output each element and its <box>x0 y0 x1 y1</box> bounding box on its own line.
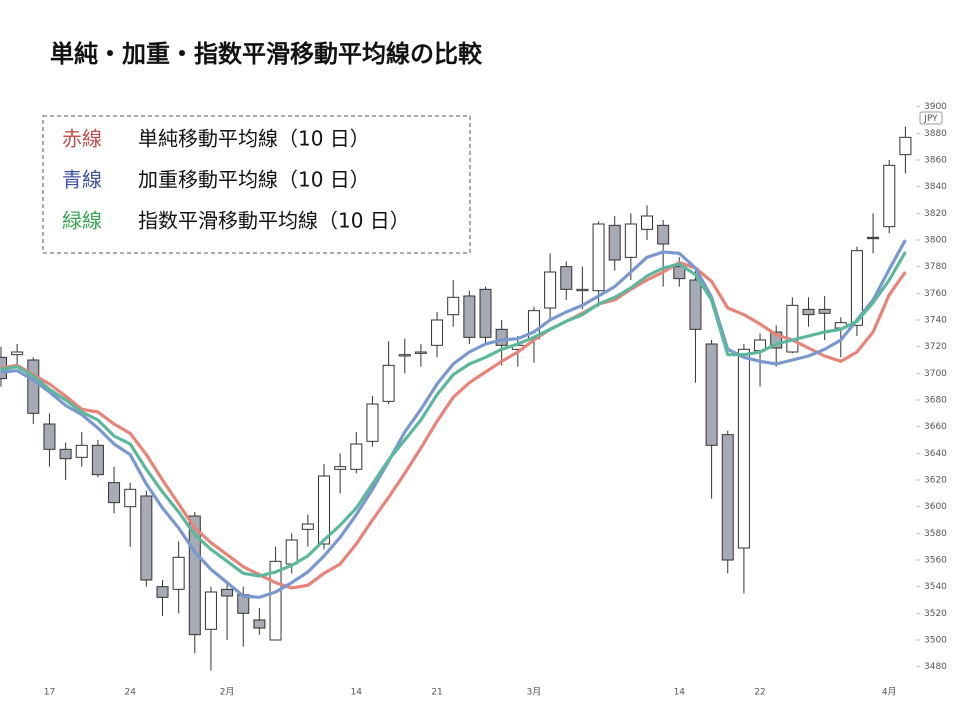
candle-body <box>140 495 153 581</box>
x-tick-label: 17 <box>44 688 55 698</box>
y-tick-label: 3520 <box>924 609 947 619</box>
candle-body <box>91 444 104 476</box>
candle-body <box>673 266 686 280</box>
currency-label: JPY <box>923 114 938 124</box>
candle-body <box>366 403 379 442</box>
candle-body <box>818 308 831 314</box>
candle-body <box>608 224 621 261</box>
y-tick-label: 3880 <box>924 129 947 139</box>
y-tick-label: 3560 <box>924 556 947 566</box>
y-tick-label: 3860 <box>924 156 947 166</box>
y-tick-label: 3800 <box>924 236 947 246</box>
candle-body <box>641 215 653 230</box>
y-tick-label: 3780 <box>924 262 947 272</box>
candle-body <box>172 556 185 590</box>
candle-body <box>269 560 282 641</box>
candle-body <box>221 588 234 597</box>
candle-body <box>43 423 56 450</box>
y-tick-label: 3660 <box>924 422 947 432</box>
y-tick-label: 3820 <box>924 209 947 219</box>
y-tick-label: 3620 <box>924 476 947 486</box>
ma-line <box>0 251 907 578</box>
y-tick-label: 3640 <box>924 449 947 459</box>
candle-body <box>188 515 201 636</box>
candle-body <box>899 136 912 156</box>
candle-body <box>479 288 492 338</box>
y-tick-label: 3580 <box>924 529 947 539</box>
y-tick-label: 3840 <box>924 182 947 192</box>
y-tick-label: 3600 <box>924 502 947 512</box>
candle-body <box>770 331 783 349</box>
candle-body <box>75 444 88 458</box>
legend-label: 赤線 <box>62 127 102 151</box>
y-tick-label: 3760 <box>924 289 947 299</box>
candle-body <box>786 304 799 353</box>
candle-body <box>721 434 734 561</box>
candle-body <box>689 279 702 330</box>
y-tick-label: 3740 <box>924 316 947 326</box>
candle-body <box>108 482 121 504</box>
candle-body <box>27 359 40 414</box>
candle-body <box>544 271 557 309</box>
candle-body <box>301 523 314 530</box>
ma-line <box>0 261 907 590</box>
candle-body <box>156 586 169 598</box>
candle-body <box>59 448 72 460</box>
ma-line <box>0 239 907 599</box>
y-tick-label: 3900 <box>924 102 947 112</box>
x-tick-label: 22 <box>754 688 765 698</box>
y-tick-label: 3680 <box>924 396 947 406</box>
candle-body <box>850 250 863 326</box>
x-tick-label: 14 <box>351 688 363 698</box>
candle-body <box>592 223 605 292</box>
currency-box <box>919 111 943 125</box>
candle-body <box>350 443 363 470</box>
x-tick-label: 24 <box>124 688 136 698</box>
candle-body <box>883 164 896 228</box>
candle-body <box>398 354 411 357</box>
candle-body <box>495 328 508 346</box>
candle-body <box>705 343 718 446</box>
x-tick-label: 4月 <box>882 687 897 698</box>
legend-name: 指数平滑移動平均線（10 日） <box>138 209 410 233</box>
legend-name: 加重移動平均線（10 日） <box>138 168 370 192</box>
x-tick-label: 3月 <box>527 687 542 698</box>
candle-body <box>737 348 750 549</box>
x-tick-label: 2月 <box>220 687 235 698</box>
candle-body <box>624 223 637 258</box>
candle-body <box>576 288 589 292</box>
candle-body <box>11 351 24 356</box>
candle-body <box>802 308 815 316</box>
candle-body <box>334 466 347 470</box>
candle-body <box>447 296 460 316</box>
legend-box <box>42 115 471 254</box>
candle-body <box>204 591 217 630</box>
candle-body <box>657 224 670 245</box>
x-tick-label: 21 <box>431 688 442 698</box>
legend: 赤線 単純移動平均線（10 日） 青線 加重移動平均線（10 日） 緑線 指数平滑移動平均… <box>62 127 410 233</box>
candle-body <box>414 351 427 354</box>
y-tick-label: 3720 <box>924 342 947 352</box>
candle-body <box>431 319 444 346</box>
legend-label: 緑線 <box>62 209 102 233</box>
legend-name: 単純移動平均線（10 日） <box>138 127 370 151</box>
y-tick-label: 3700 <box>924 369 947 379</box>
candle-body <box>253 619 266 629</box>
plot-area <box>0 126 912 671</box>
y-tick-label: 3540 <box>924 582 947 592</box>
y-tick-label: 3500 <box>924 636 947 646</box>
candle-body <box>560 266 573 290</box>
candle-body <box>463 295 476 338</box>
legend-label: 青線 <box>62 168 102 192</box>
y-tick-label: 3480 <box>924 662 947 672</box>
x-tick-label: 14 <box>674 688 686 698</box>
candle-body <box>382 364 395 402</box>
candle-body <box>867 236 880 240</box>
candle-body <box>124 488 137 508</box>
candle-body <box>285 539 298 565</box>
candle-body <box>318 475 330 545</box>
chart-title: 単純・加重・指数平滑移動平均線の比較 <box>50 40 483 68</box>
